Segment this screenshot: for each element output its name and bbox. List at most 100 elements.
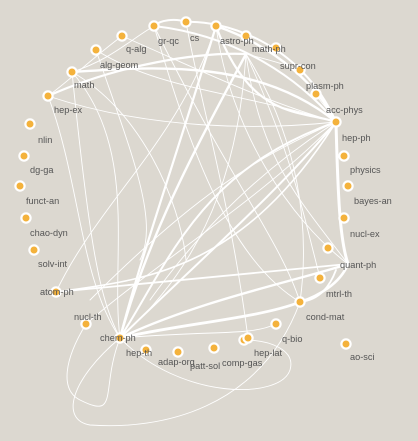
node-gr-qc[interactable] <box>148 20 160 32</box>
node-label-physics: physics <box>350 165 381 175</box>
edge <box>119 323 277 339</box>
edge <box>119 337 292 391</box>
edge <box>66 323 121 407</box>
edge <box>47 35 123 97</box>
node-label-math-ph: math-ph <box>252 44 286 54</box>
node-label-nucl-ex: nucl-ex <box>350 229 380 239</box>
node-atom-ph[interactable] <box>50 286 62 298</box>
node-label-plasm-ph: plasm-ph <box>306 81 344 91</box>
node-math[interactable] <box>66 66 78 78</box>
node-label-hep-th: hep-th <box>126 348 152 358</box>
node-hep-ph[interactable] <box>330 116 342 128</box>
node-supr-con[interactable] <box>270 42 282 54</box>
edge <box>118 300 302 340</box>
edge <box>118 262 350 340</box>
node-label-chao-dyn: chao-dyn <box>30 228 68 238</box>
node-nlin[interactable] <box>24 118 36 130</box>
node-label-chem-ph: chem-ph <box>100 333 136 343</box>
node-label-gr-qc: gr-qc <box>158 36 179 46</box>
node-bayes-an[interactable] <box>342 180 354 192</box>
edge <box>95 49 147 261</box>
edge <box>71 71 187 261</box>
edge <box>118 24 218 340</box>
edge <box>119 53 247 339</box>
edge <box>153 25 337 123</box>
node-nucl-th[interactable] <box>80 318 92 330</box>
node-label-math: math <box>74 80 94 90</box>
node-funct-an[interactable] <box>14 180 26 192</box>
node-ao-sci[interactable] <box>340 338 352 350</box>
node-acc-phys[interactable] <box>310 88 322 100</box>
edge <box>245 53 349 265</box>
node-label-acc-phys: acc-phys <box>326 105 363 115</box>
node-label-cs: cs <box>190 33 200 43</box>
edge <box>71 71 121 339</box>
edge <box>245 53 304 303</box>
node-patt-sol[interactable] <box>208 342 220 354</box>
node-label-hep-lat: hep-lat <box>254 348 283 358</box>
node-label-atom-ph: atom-ph <box>40 287 74 297</box>
node-astro-ph[interactable] <box>210 20 222 32</box>
node-label-supr-con: supr-con <box>280 61 316 71</box>
node-chao-dyn[interactable] <box>20 212 32 224</box>
edge <box>119 121 337 339</box>
node-label-dg-ga: dg-ga <box>30 165 54 175</box>
node-label-hep-ex: hep-ex <box>54 105 82 115</box>
node-cond-mat[interactable] <box>294 296 306 308</box>
node-layer <box>14 16 354 358</box>
edge <box>153 25 301 303</box>
node-solv-int[interactable] <box>28 244 40 256</box>
edge <box>70 67 338 124</box>
node-math-ph[interactable] <box>240 30 252 42</box>
node-label-nucl-th: nucl-th <box>74 312 102 322</box>
edge <box>55 121 337 293</box>
edge <box>119 121 337 339</box>
node-physics[interactable] <box>338 150 350 162</box>
node-label-astro-ph: astro-ph <box>220 36 254 46</box>
node-mtrl-th[interactable] <box>314 272 326 284</box>
node-label-ao-sci: ao-sci <box>350 352 375 362</box>
node-plasm-ph[interactable] <box>294 64 306 76</box>
node-label-mtrl-th: mtrl-th <box>326 289 352 299</box>
node-alg-geom[interactable] <box>90 44 102 56</box>
node-label-nlin: nlin <box>38 135 52 145</box>
edge <box>245 53 321 279</box>
node-label-q-alg: q-alg <box>126 44 146 54</box>
node-label-alg-geom: alg-geom <box>100 60 139 70</box>
edge <box>55 25 217 293</box>
node-nucl-ex[interactable] <box>338 212 350 224</box>
node-label-cond-mat: cond-mat <box>306 312 345 322</box>
node-label-bayes-an: bayes-an <box>354 196 392 206</box>
edge <box>72 301 301 427</box>
node-label-hep-ph: hep-ph <box>342 133 371 143</box>
node-label-patt-sol: patt-sol <box>190 361 220 371</box>
edge <box>47 95 121 339</box>
edge <box>185 21 249 339</box>
node-label-comp-gas: comp-gas <box>222 358 263 368</box>
edge <box>118 52 248 340</box>
node-hep-th[interactable] <box>140 344 152 356</box>
edge <box>334 120 350 266</box>
node-q-alg[interactable] <box>116 30 128 42</box>
node-cs[interactable] <box>180 16 192 28</box>
node-hep-lat[interactable] <box>242 332 254 344</box>
edge <box>149 121 337 301</box>
node-chem-ph[interactable] <box>114 332 126 344</box>
node-quant-ph[interactable] <box>322 242 334 254</box>
edge <box>85 121 337 325</box>
edge <box>153 25 301 303</box>
node-dg-ga[interactable] <box>18 150 30 162</box>
node-adap-org[interactable] <box>172 346 184 358</box>
node-label-adap-org: adap-org <box>158 357 195 367</box>
edge <box>121 35 337 123</box>
edge <box>47 95 337 127</box>
node-q-bio[interactable] <box>270 318 282 330</box>
node-label-q-bio: q-bio <box>282 334 302 344</box>
node-label-funct-an: funct-an <box>26 196 59 206</box>
node-label-solv-int: solv-int <box>38 259 68 269</box>
node-hep-ex[interactable] <box>42 90 54 102</box>
edge <box>71 71 121 339</box>
edge <box>89 121 337 301</box>
